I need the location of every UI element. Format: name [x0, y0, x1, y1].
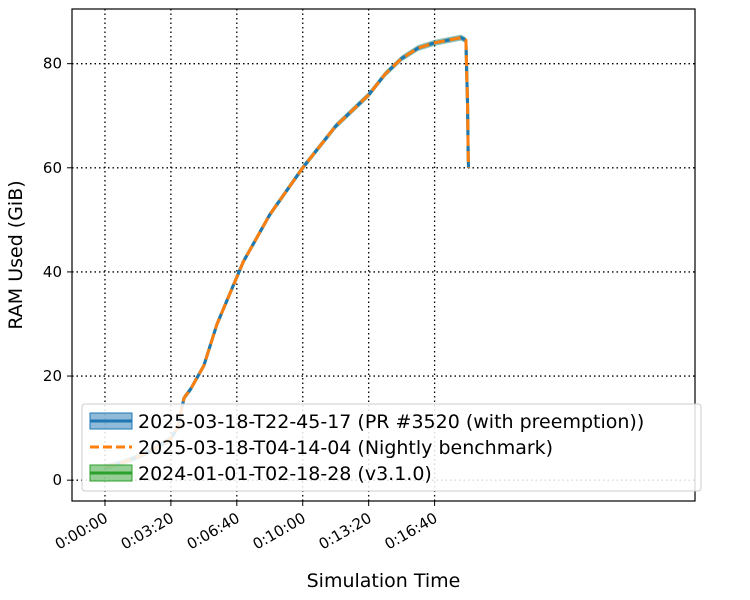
legend: 2025-03-18-T22-45-17 (PR #3520 (with pre… — [81, 403, 702, 492]
legend-label-0: 2025-03-18-T22-45-17 (PR #3520 (with pre… — [138, 411, 644, 433]
legend-label-1: 2025-03-18-T04-14-04 (Nightly benchmark) — [138, 437, 553, 459]
y-axis-title: RAM Used (GiB) — [5, 180, 27, 329]
legend-label-2: 2024-01-01-T02-18-28 (v3.1.0) — [138, 463, 432, 485]
y-tick-label: 80 — [43, 55, 62, 73]
y-tick-label: 40 — [43, 263, 62, 281]
x-axis-title: Simulation Time — [307, 570, 461, 592]
y-tick-label: 60 — [43, 159, 62, 177]
legend-box — [81, 403, 702, 492]
plot-frame — [71, 8, 696, 502]
y-tick-label: 20 — [43, 367, 62, 385]
y-tick-label: 0 — [52, 471, 62, 489]
